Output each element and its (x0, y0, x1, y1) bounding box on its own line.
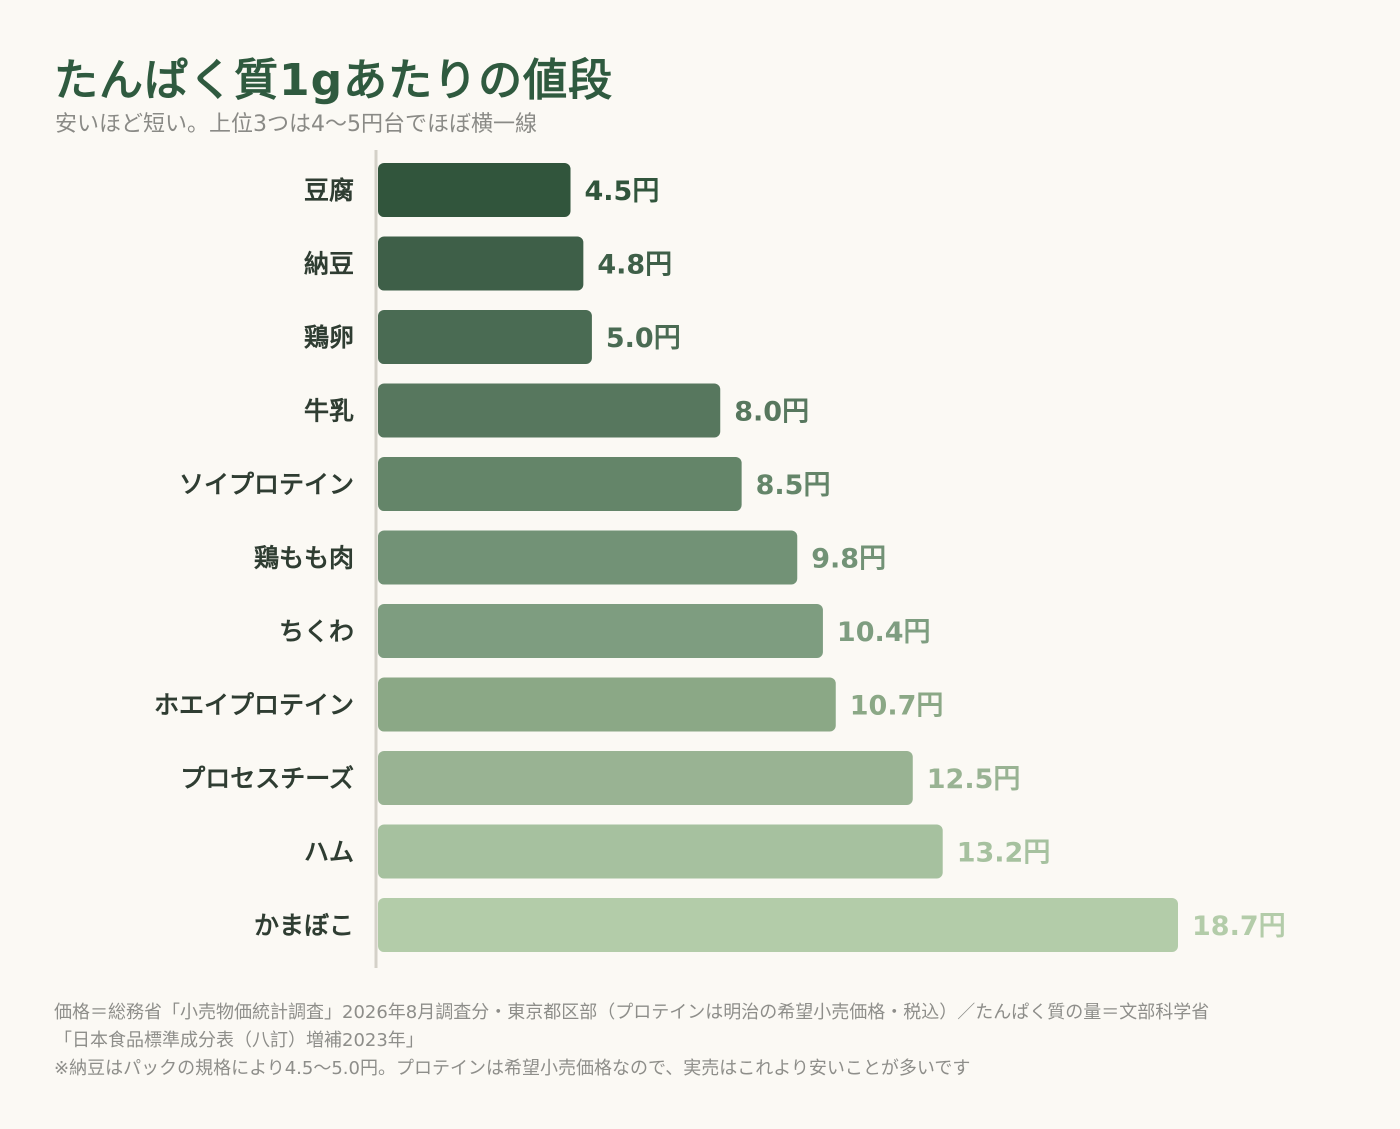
category-label: 鶏もも肉 (254, 544, 354, 573)
category-label: 鶏卵 (304, 323, 354, 352)
chart-title: たんぱく質1gあたりの値段 (54, 55, 614, 106)
bar (378, 457, 742, 511)
bar (378, 383, 721, 438)
value-label: 12.5円 (927, 764, 1021, 795)
category-label: ホエイプロテイン (154, 691, 354, 720)
value-label: 10.4円 (837, 617, 931, 648)
value-label: 8.0円 (734, 397, 809, 428)
bar (378, 751, 913, 805)
bar (378, 898, 1178, 952)
category-label: 牛乳 (304, 397, 354, 426)
footer-source-line-1: 価格＝総務省「小売物価統計調査」2026年8月調査分・東京都区部（プロテインは明… (54, 1002, 1210, 1023)
category-label: ソイプロテイン (179, 470, 354, 499)
footer-source-line-2: 「日本食品標準成分表（八訂）増補2023年」 (54, 1030, 424, 1051)
category-label: 豆腐 (304, 176, 354, 205)
category-label: かまぼこ (254, 911, 354, 940)
value-label: 4.8円 (597, 250, 672, 281)
value-label: 5.0円 (606, 323, 681, 354)
chart-subtitle: 安いほど短い。上位3つは4〜5円台でほぼ横一線 (55, 112, 537, 137)
bar (378, 530, 798, 585)
category-label: ちくわ (279, 617, 354, 646)
category-label: 納豆 (304, 250, 354, 279)
value-label: 18.7円 (1192, 911, 1286, 942)
bar (378, 604, 823, 658)
bar (378, 163, 571, 217)
value-label: 10.7円 (850, 691, 944, 722)
bar (378, 236, 584, 291)
value-label: 4.5円 (585, 176, 660, 207)
footer-note: ※納豆はパックの規格により4.5〜5.0円。プロテインは希望小売価格なので、実売… (54, 1058, 971, 1079)
value-label: 9.8円 (811, 544, 886, 575)
value-label: 8.5円 (756, 470, 831, 501)
category-label: ハム (304, 838, 354, 867)
bar (378, 677, 836, 732)
bar (378, 824, 943, 879)
bar (378, 310, 592, 364)
category-label: プロセスチーズ (180, 764, 354, 793)
value-label: 13.2円 (957, 838, 1051, 869)
